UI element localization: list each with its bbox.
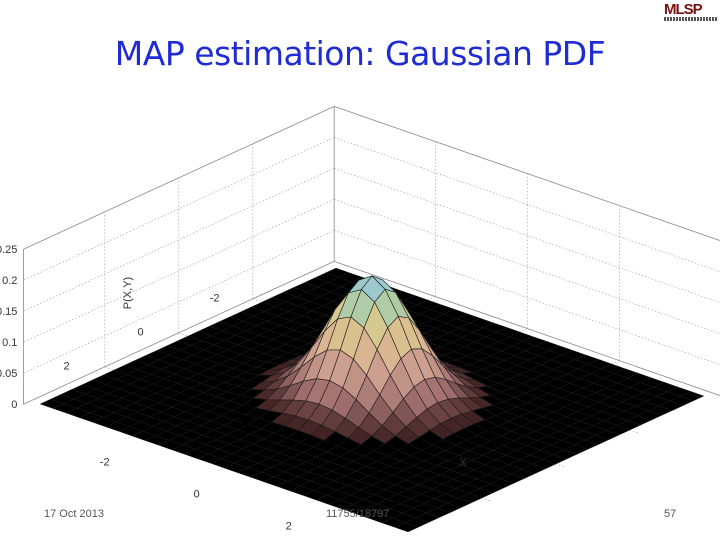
logo-text: MLSP: [664, 1, 703, 18]
y-tick-label: -2: [210, 293, 220, 305]
grid-line: [23, 230, 335, 374]
y-tick-label: 0: [138, 327, 144, 339]
x-overlay-label: X: [484, 424, 503, 453]
gaussian-surface: [39, 267, 705, 533]
grid-line: [334, 199, 720, 334]
z-tick-label: 0: [11, 399, 17, 411]
xy-tick-labels: -2024-2024: [64, 293, 292, 533]
mlsp-logo: MLSP: [664, 2, 718, 24]
grid-line: [334, 230, 720, 365]
x-tick-label: 2: [286, 520, 292, 532]
z-tick-label: 0.05: [0, 368, 17, 380]
y-overlay-label: Y: [237, 410, 256, 439]
x-tick-label: -2: [100, 456, 110, 468]
z-tick-label: 0.25: [0, 244, 17, 256]
grid-line: [23, 137, 335, 281]
grid-line: [334, 168, 720, 303]
z-tick-label: 0.2: [2, 275, 17, 287]
x-axis-label: X: [459, 457, 467, 469]
grid-line: [334, 137, 720, 272]
grid-line: [334, 261, 720, 396]
grid-line: [23, 168, 335, 312]
footer-date: 17 Oct 2013: [44, 508, 104, 520]
surface-patch: [394, 522, 419, 533]
grid-line: [23, 261, 335, 405]
y-tick-label: 2: [64, 361, 70, 373]
footer-course-number: 11755/18797: [326, 508, 390, 520]
grid-line: [334, 106, 720, 241]
logo-subtitle-stripe: [664, 17, 718, 21]
slide-title: MAP estimation: Gaussian PDF: [114, 34, 606, 73]
z-tick-label: 0.1: [2, 337, 17, 349]
x-tick-label: 0: [194, 488, 200, 500]
z-tick-labels: 0 0.05 0.1 0.15 0.2 0.25: [0, 244, 17, 411]
grid-line: [23, 106, 335, 250]
z-tick-label: 0.15: [0, 306, 17, 318]
z-axis-label: P(X,Y): [122, 277, 134, 309]
grid-line: [23, 199, 335, 343]
page-number: 57: [664, 508, 677, 520]
